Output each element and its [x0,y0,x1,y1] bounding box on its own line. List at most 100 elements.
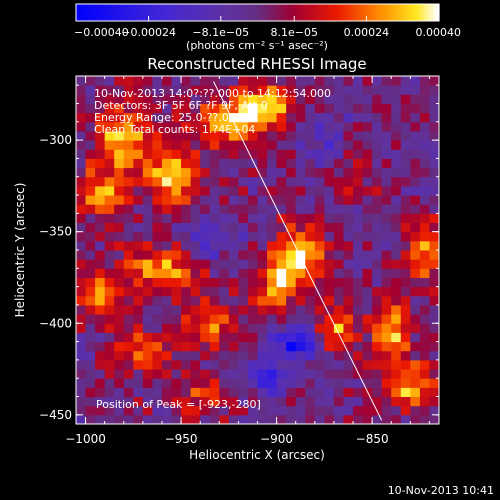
colorbar-cell [343,4,347,21]
heatmap-pixel [152,213,163,224]
heatmap-pixel [324,277,335,288]
heatmap-pixel [324,121,335,132]
heatmap-pixel [343,149,354,159]
heatmap-pixel [238,213,249,224]
heatmap-pixel [161,387,173,398]
heatmap-pixel [267,359,278,370]
heatmap-pixel [228,268,239,278]
heatmap-pixel [133,350,144,361]
heatmap-pixel [190,332,201,343]
heatmap-pixel [200,323,211,333]
heatmap-pixel [333,369,344,379]
heatmap-pixel [85,259,96,269]
heatmap-pixel [276,222,287,233]
heatmap-pixel [343,85,354,95]
heatmap-pixel [343,314,354,324]
heatmap-pixel [181,378,192,388]
heatmap-pixel [410,295,421,306]
heatmap-pixel [295,76,306,86]
heatmap-pixel [190,130,201,141]
heatmap-pixel [286,350,297,361]
colorbar-cell [388,4,392,21]
heatmap-pixel [152,140,163,150]
heatmap-pixel [314,259,325,269]
heatmap-pixel [133,369,144,379]
heatmap-pixel [419,323,430,333]
heatmap-pixel [353,268,364,278]
heatmap-pixel [400,140,411,150]
heatmap-pixel [181,121,192,132]
colorbar-cell [265,4,269,21]
heatmap-pixel [238,350,249,361]
heatmap-pixel [333,314,344,324]
heatmap-pixel [123,213,134,224]
colorbar-ticks: −0.00040−0.00024 −8.1e−05 8.1e−05 0.00024 0.… [74,16,461,39]
heatmap-pixel [267,231,278,242]
heatmap-pixel [171,158,182,169]
heatmap-pixel [161,350,173,361]
heatmap-pixel [286,195,297,205]
heatmap-pixel [353,304,364,315]
heatmap-pixel [276,94,287,104]
colorbar-cell [229,4,233,21]
heatmap-pixel [381,94,392,104]
heatmap-pixel [295,250,306,260]
heatmap-pixel [372,387,383,398]
heatmap-pixel [267,350,278,361]
heatmap-pixel [267,332,278,343]
colorbar-cell [376,4,380,21]
heatmap-pixel [333,213,344,224]
heatmap-pixel [123,94,134,104]
colorbar-cell [310,4,314,21]
heatmap-pixel [410,85,421,95]
heatmap-pixel [247,341,258,352]
heatmap-pixel [362,405,373,416]
heatmap-pixel [95,204,106,214]
heatmap-pixel [171,250,182,260]
heatmap-pixel [400,149,411,159]
heatmap-pixel [133,268,144,278]
heatmap-pixel [391,350,402,361]
heatmap-pixel [152,94,163,104]
heatmap-pixel [333,304,344,315]
heatmap-pixel [286,176,297,187]
heatmap-pixel [228,250,239,260]
heatmap-pixel [372,121,383,132]
heatmap-pixel [419,378,430,388]
heatmap-pixel [85,341,96,352]
heatmap-pixel [333,414,344,424]
heatmap-pixel [391,121,402,132]
heatmap-pixel [333,112,344,123]
heatmap-pixel [181,167,192,178]
heatmap-pixel [133,167,144,178]
heatmap-pixel [400,195,411,205]
heatmap-pixel [381,231,392,242]
heatmap-pixel [314,378,325,388]
colorbar-cell [109,4,113,21]
heatmap-pixel [161,378,173,388]
heatmap-pixel [104,240,115,251]
heatmap-pixel [257,286,268,297]
heatmap-pixel [276,332,287,343]
heatmap-pixel [114,176,125,187]
heatmap-pixel [324,149,335,159]
heatmap-pixel [286,378,297,388]
heatmap-pixel [104,149,115,159]
heatmap-pixel [181,396,192,407]
heatmap-pixel [400,369,411,379]
heatmap-pixel [410,176,421,187]
heatmap-pixel [161,259,173,269]
colorbar-cell [76,4,80,21]
heatmap-pixel [95,378,106,388]
heatmap-pixel [400,295,411,306]
heatmap-pixel [295,185,306,196]
colorbar-cell [85,4,89,21]
heatmap-pixel [228,341,239,352]
heatmap-pixel [76,341,87,352]
heatmap-pixel [238,396,249,407]
heatmap-pixel [267,204,278,214]
heatmap-pixel [429,195,439,205]
heatmap-pixel [429,286,439,297]
heatmap-pixel [419,259,430,269]
